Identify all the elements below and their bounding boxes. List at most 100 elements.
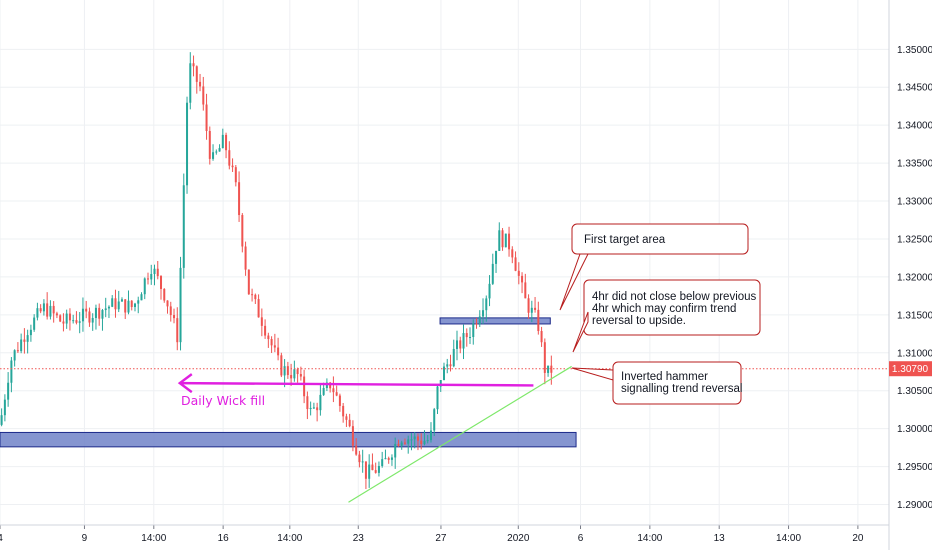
candle-body bbox=[537, 309, 540, 332]
candle-body bbox=[534, 307, 537, 310]
annotation-daily-wick[interactable]: Daily Wick fill bbox=[181, 393, 265, 408]
candle-body bbox=[117, 301, 120, 310]
first-target-zone bbox=[439, 317, 551, 325]
x-tick-label: 14:00 bbox=[637, 533, 662, 544]
candle-body bbox=[176, 318, 179, 343]
candle-body bbox=[238, 182, 241, 216]
candle-body bbox=[270, 339, 273, 346]
candle-body bbox=[465, 333, 468, 338]
candle-body bbox=[371, 464, 374, 471]
candle-body bbox=[234, 167, 237, 183]
candle-body bbox=[377, 465, 380, 473]
zone-layer bbox=[0, 317, 577, 448]
four-hr-line-3: reversal to upside. bbox=[592, 315, 686, 327]
candle-body bbox=[283, 366, 286, 376]
candle-body bbox=[62, 321, 65, 324]
candle-body bbox=[267, 335, 270, 340]
x-tick-label: 16 bbox=[218, 533, 230, 544]
candle-body bbox=[299, 374, 302, 377]
candle-body bbox=[306, 396, 309, 410]
four-hr-line-2: 4hr which may confirm trend bbox=[592, 303, 736, 315]
candle-body bbox=[26, 335, 29, 342]
candle-body bbox=[433, 409, 436, 431]
candle-body bbox=[355, 445, 358, 455]
annotation-4hr[interactable]: 4hr did not close below previous 4hr whi… bbox=[583, 279, 761, 336]
candle-body bbox=[75, 320, 78, 323]
candle-body bbox=[517, 270, 520, 276]
candle-body bbox=[335, 392, 338, 396]
candle-body bbox=[199, 81, 202, 87]
candle-body bbox=[296, 369, 299, 375]
candle-body bbox=[400, 442, 403, 446]
y-tick-label: 1.32500 bbox=[897, 234, 932, 245]
candle-body bbox=[550, 365, 553, 373]
x-tick-label: 23 bbox=[353, 533, 365, 544]
wick-fill-arrowhead bbox=[177, 373, 193, 394]
candle-body bbox=[186, 102, 189, 186]
y-tick-label: 1.32000 bbox=[897, 272, 932, 283]
candle-body bbox=[10, 360, 13, 383]
candle-body bbox=[475, 323, 478, 325]
candle-body bbox=[309, 407, 312, 410]
candle-body bbox=[449, 364, 452, 367]
candle-body bbox=[498, 230, 501, 251]
candle-body bbox=[114, 298, 117, 310]
candle-body bbox=[120, 299, 123, 302]
candle-body bbox=[429, 430, 432, 441]
candle-body bbox=[442, 366, 446, 381]
candle-body bbox=[59, 315, 62, 322]
candle-body bbox=[364, 461, 367, 479]
candle-body bbox=[501, 230, 504, 248]
candle-body bbox=[452, 348, 455, 367]
candle-body bbox=[381, 459, 384, 466]
candle-body bbox=[361, 461, 364, 463]
daily-wick-fill-label: Daily Wick fill bbox=[181, 393, 265, 408]
candle-body bbox=[0, 415, 3, 425]
candle-body bbox=[358, 454, 361, 463]
x-tick-label: 27 bbox=[435, 533, 447, 544]
candle-body bbox=[521, 275, 524, 283]
y-tick-label: 1.31500 bbox=[897, 310, 932, 321]
candle-body bbox=[280, 355, 283, 376]
y-tick-label: 1.34000 bbox=[897, 121, 932, 132]
candle-body bbox=[46, 303, 49, 317]
last-price-badge: 1.30790 bbox=[889, 361, 932, 377]
candle-body bbox=[133, 303, 136, 308]
candle-body bbox=[420, 440, 423, 445]
candle-body bbox=[104, 308, 107, 311]
candle-body bbox=[469, 337, 472, 339]
candle-body bbox=[446, 364, 449, 367]
candle-body bbox=[332, 388, 335, 393]
candle-body bbox=[407, 439, 410, 444]
y-tick-label: 1.31000 bbox=[897, 348, 932, 359]
candle-body bbox=[491, 263, 494, 284]
annotation-inverted-hammer[interactable]: Inverted hammer signalling trend reversa… bbox=[612, 361, 742, 405]
candle-body bbox=[543, 342, 546, 373]
candle-body bbox=[316, 407, 319, 411]
inverted-hammer-pointer bbox=[571, 367, 614, 381]
first-target-callout-box bbox=[571, 223, 749, 255]
candle-body bbox=[91, 317, 94, 323]
candle-body bbox=[143, 278, 146, 295]
candle-body bbox=[228, 150, 231, 166]
candle-body bbox=[212, 152, 215, 159]
y-tick-label: 1.35000 bbox=[897, 45, 932, 56]
candle-body bbox=[439, 380, 442, 387]
candle-body bbox=[303, 376, 306, 397]
x-tick-label: 2020 bbox=[507, 533, 530, 544]
candle-body bbox=[348, 419, 351, 427]
last-price-badge-bg bbox=[889, 361, 932, 377]
four-hr-line-1: 4hr did not close below previous bbox=[592, 291, 757, 303]
x-tick-label: 13 bbox=[714, 533, 726, 544]
candle-body bbox=[146, 278, 150, 280]
candle-body bbox=[107, 306, 110, 309]
candle-body bbox=[495, 250, 498, 264]
candle-body bbox=[163, 288, 166, 301]
candle-body bbox=[72, 320, 75, 322]
candle-body bbox=[85, 308, 88, 312]
candle-body bbox=[189, 63, 192, 103]
candle-body bbox=[130, 300, 133, 308]
annotation-first-target[interactable]: First target area bbox=[571, 223, 749, 255]
